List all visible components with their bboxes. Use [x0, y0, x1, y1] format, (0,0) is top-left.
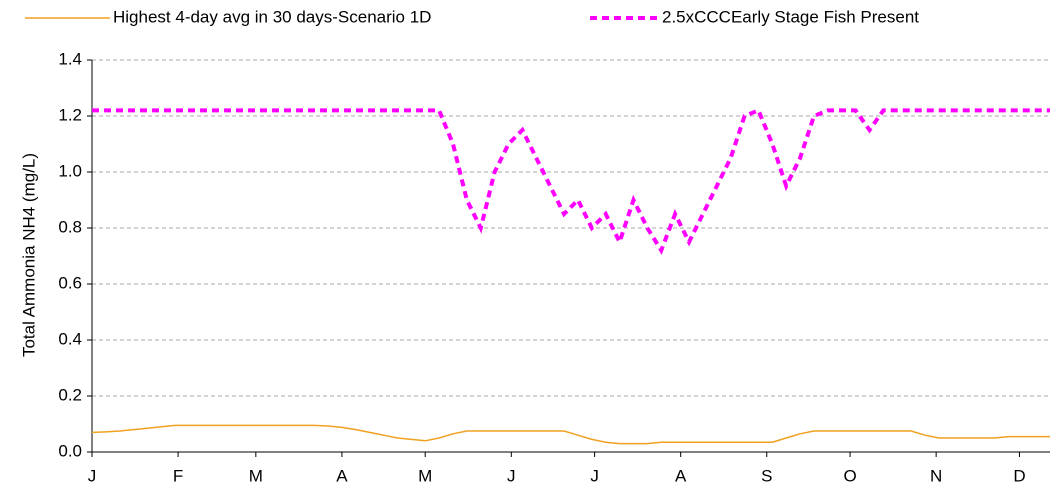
legend-label: 2.5xCCCEarly Stage Fish Present — [662, 7, 919, 26]
x-tick-label: S — [761, 466, 772, 485]
y-tick-label: 0.2 — [58, 385, 82, 404]
y-axis-label: Total Ammonia NH4 (mg/L) — [19, 153, 38, 357]
x-tick-label: D — [1013, 466, 1025, 485]
x-tick-label: M — [418, 466, 432, 485]
series-line — [92, 107, 1050, 255]
series-line — [91, 424, 1050, 445]
x-tick-label: F — [173, 466, 183, 485]
y-tick-label: 0.6 — [58, 273, 82, 292]
y-tick-label: 0.4 — [58, 329, 82, 348]
y-tick-label: 1.4 — [58, 49, 82, 68]
legend-label: Highest 4-day avg in 30 days-Scenario 1D — [113, 7, 431, 26]
x-tick-label: M — [249, 466, 263, 485]
x-tick-label: J — [590, 466, 599, 485]
x-tick-label: A — [336, 466, 348, 485]
x-tick-label: A — [675, 466, 687, 485]
x-tick-label: J — [88, 466, 97, 485]
x-tick-label: J — [507, 466, 516, 485]
y-tick-label: 0.8 — [58, 217, 82, 236]
x-tick-label: O — [843, 466, 856, 485]
y-tick-label: 1.0 — [58, 161, 82, 180]
y-tick-label: 1.2 — [58, 105, 82, 124]
y-tick-label: 0.0 — [58, 441, 82, 460]
x-tick-label: N — [930, 466, 942, 485]
